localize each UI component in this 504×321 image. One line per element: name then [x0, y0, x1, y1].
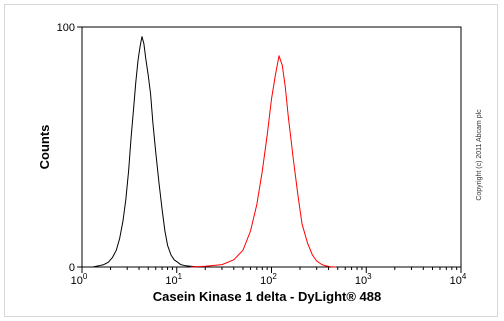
x-tick-label-exponent: 2 — [272, 272, 277, 281]
x-tick-label: 100 — [71, 272, 88, 287]
x-tick-label-base: 10 — [165, 275, 177, 287]
series-layer — [92, 36, 337, 268]
x-tick-label-base: 10 — [260, 275, 272, 287]
y-tick-label: 100 — [57, 22, 75, 34]
x-tick-label: 101 — [165, 272, 182, 287]
x-tick-label-exponent: 0 — [83, 272, 88, 281]
x-tick-label: 103 — [355, 272, 372, 287]
x-tick-label: 104 — [450, 272, 467, 287]
x-tick-label-base: 10 — [71, 275, 83, 287]
x-axis-label: Casein Kinase 1 delta - DyLight® 488 — [153, 289, 381, 304]
plot-box — [81, 26, 462, 268]
x-tick-label: 102 — [260, 272, 277, 287]
x-axis-ticks: 100 101 102 103 104 — [71, 267, 467, 287]
y-axis-ticks: 0 100 — [57, 22, 82, 274]
x-tick-label-exponent: 3 — [367, 272, 372, 281]
histogram-series-2 — [190, 55, 337, 268]
chart-frame: 100 101 102 103 104 0 100 Casein Kinase 1 del… — [4, 4, 498, 317]
x-tick-label-exponent: 1 — [178, 272, 183, 281]
copyright-note: Copyright (c) 2011 Abcam plc — [476, 109, 483, 201]
y-axis-label: Counts — [37, 125, 52, 170]
y-tick-label: 0 — [69, 262, 75, 274]
x-tick-label-exponent: 4 — [462, 272, 467, 281]
histogram-series-1 — [92, 36, 201, 268]
x-tick-label-base: 10 — [450, 275, 462, 287]
x-tick-label-base: 10 — [355, 275, 367, 287]
plot-area — [81, 26, 462, 268]
